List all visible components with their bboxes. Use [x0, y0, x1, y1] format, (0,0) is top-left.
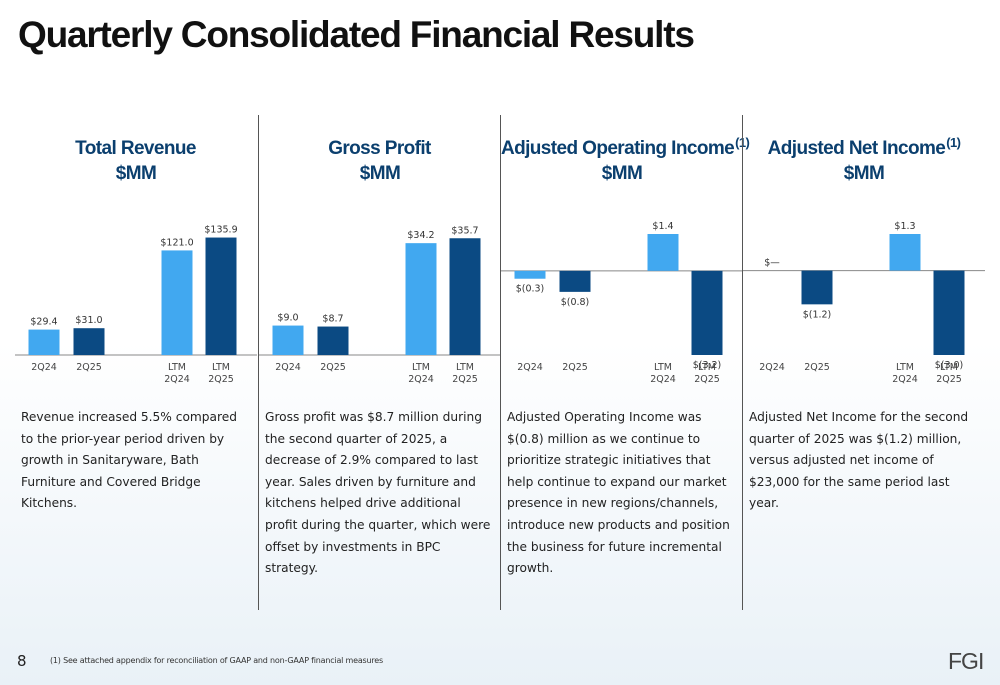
chart-bar [161, 250, 193, 355]
panel-title-text: Total Revenue [75, 138, 196, 159]
chart-bar [647, 234, 679, 271]
panel-description: Revenue increased 5.5% compared to the p… [21, 410, 237, 511]
chart-data-label: $— [764, 258, 780, 269]
chart-category-label: 2Q24 [408, 374, 434, 385]
panel-title-footnote: (1) [946, 135, 961, 150]
chart-bar [889, 234, 921, 271]
chart-data-label: $(3.2) [693, 360, 722, 371]
chart-category-label: 2Q25 [452, 374, 478, 385]
chart-category-label: LTM [698, 362, 716, 373]
panel-title: Adjusted Net Income(1) [743, 135, 985, 160]
panel-adjusted-operating-income: Adjusted Operating Income(1) $MM $(0.3) 2… [501, 115, 750, 610]
chart-category-label: 2Q25 [208, 374, 234, 385]
chart-category-label: 2Q25 [320, 362, 346, 373]
chart-data-label: $29.4 [30, 317, 57, 328]
chart-category-label: 2Q24 [275, 362, 301, 373]
chart-bar [559, 270, 591, 292]
chart-data-label: $(0.8) [561, 297, 590, 308]
panel-title-text: Gross Profit [328, 138, 431, 159]
panel-divider [258, 115, 259, 610]
chart-adjusted-operating-income: $(0.3)2Q24$(0.8)2Q25$1.4LTM2Q24$(3.2)LTM… [501, 221, 743, 385]
panel-title-text: Adjusted Net Income [767, 138, 946, 159]
chart-data-label: $35.7 [451, 225, 478, 236]
chart-bar [272, 325, 304, 355]
chart-bar [449, 238, 481, 355]
chart-category-label: LTM [456, 362, 474, 373]
chart-category-label: 2Q24 [517, 362, 543, 373]
panel-description: Adjusted Operating Income was $(0.8) mil… [507, 410, 730, 576]
chart-bar [801, 270, 833, 305]
chart-category-label: 2Q24 [892, 374, 918, 385]
chart-category-label: LTM [654, 362, 672, 373]
chart-category-label: 2Q24 [759, 362, 785, 373]
panel-title: Gross Profit [259, 135, 501, 160]
chart-data-label: $(1.2) [803, 309, 832, 320]
chart-category-label: 2Q24 [164, 374, 190, 385]
company-logo: FGI [948, 648, 984, 674]
chart-bar [405, 243, 437, 355]
panel-total-revenue: Total Revenue $MM $29.4 2Q24 $31.0 2Q25 $121… [15, 115, 257, 610]
page-title: Quarterly Consolidated Financial Results [18, 14, 695, 55]
chart-category-label: 2Q25 [804, 362, 830, 373]
chart-bar [933, 270, 965, 355]
chart-data-label: $9.0 [277, 313, 298, 324]
chart-category-label: LTM [412, 362, 430, 373]
panel-unit: $MM [601, 163, 643, 184]
panel-unit: $MM [843, 163, 885, 184]
chart-bar [691, 270, 723, 355]
page-number: 8 [17, 652, 27, 670]
panel-description: Gross profit was $8.7 million during the… [265, 410, 491, 576]
chart-bar [514, 270, 546, 279]
chart-data-label: $34.2 [407, 230, 434, 241]
chart-data-label: $1.4 [652, 221, 673, 232]
chart-bar [205, 237, 237, 355]
chart-data-label: $(3.0) [935, 360, 964, 371]
panel-title: Total Revenue [15, 135, 257, 160]
panel-divider [742, 115, 743, 610]
chart-category-label: LTM [940, 362, 958, 373]
chart-total-revenue: $29.42Q24$31.02Q25$121.0LTM2Q24$135.9LTM… [15, 225, 257, 385]
panel-gross-profit: Gross Profit $MM $9.0 2Q24 $8.7 2Q25 $34.2 LT… [259, 115, 501, 610]
chart-category-label: LTM [212, 362, 230, 373]
chart-bar [317, 326, 349, 355]
chart-category-label: 2Q24 [650, 374, 676, 385]
chart-category-label: 2Q25 [936, 374, 962, 385]
chart-category-label: LTM [896, 362, 914, 373]
chart-data-label: $(0.3) [516, 284, 545, 295]
chart-data-label: $1.3 [894, 221, 915, 232]
chart-data-label: $8.7 [322, 314, 343, 325]
panel-title: Adjusted Operating Income(1) [501, 135, 750, 160]
chart-category-label: 2Q24 [31, 362, 57, 373]
panel-divider [500, 115, 501, 610]
panel-title-text: Adjusted Operating Income [501, 138, 735, 159]
chart-bar [28, 329, 60, 355]
chart-category-label: 2Q25 [694, 374, 720, 385]
footnote: (1) See attached appendix for reconcilia… [50, 656, 383, 665]
chart-bar [73, 328, 105, 355]
chart-category-label: LTM [168, 362, 186, 373]
chart-category-label: 2Q25 [76, 362, 102, 373]
chart-category-label: 2Q25 [562, 362, 588, 373]
panel-adjusted-net-income: Adjusted Net Income(1) $MM $— 2Q24 $(1.2) 2… [743, 115, 985, 610]
panel-unit: $MM [359, 163, 401, 184]
chart-data-label: $121.0 [160, 237, 193, 248]
panel-unit: $MM [115, 163, 157, 184]
panel-description: Adjusted Net Income for the second quart… [749, 410, 969, 511]
chart-data-label: $135.9 [204, 225, 237, 236]
chart-data-label: $31.0 [75, 315, 102, 326]
